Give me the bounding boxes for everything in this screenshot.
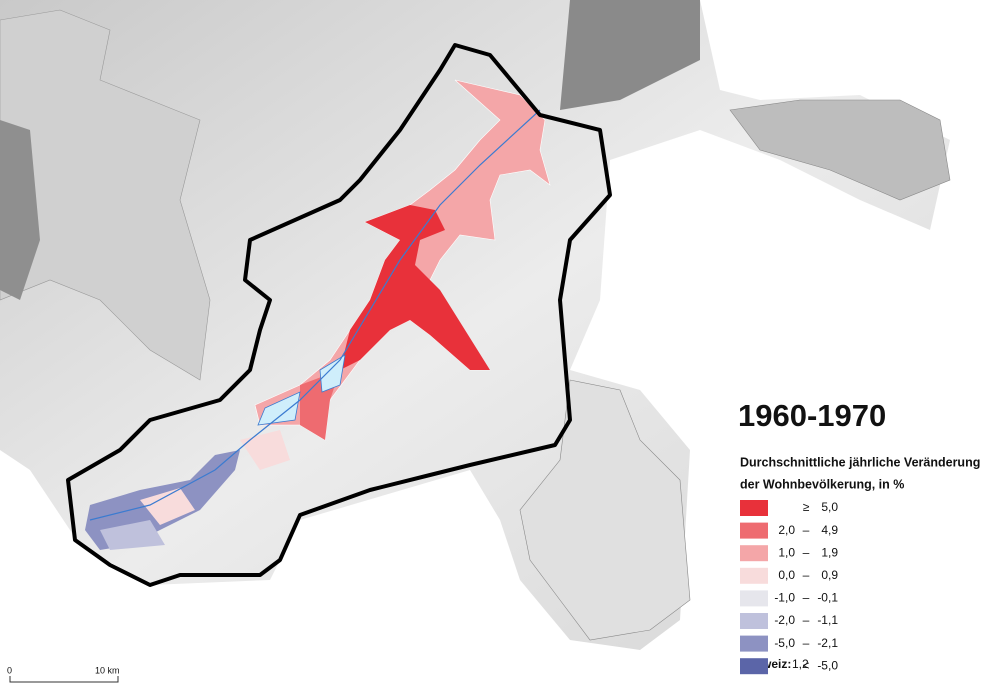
legend-dash: – — [803, 545, 810, 559]
region — [240, 430, 290, 470]
scale-end: 10 km — [95, 665, 120, 675]
region — [100, 520, 165, 550]
legend-title: Durchschnittliche jährliche Veränderung — [740, 455, 980, 469]
legend-dash: – — [803, 523, 810, 537]
scale-start: 0 — [7, 665, 12, 675]
legend-sign: ≥ — [803, 500, 810, 514]
legend-from: -5,0 — [774, 636, 795, 650]
legend-to: 0,9 — [821, 568, 838, 582]
reference-value: 1,2 — [792, 657, 809, 671]
legend-swatch — [740, 635, 768, 652]
legend-from: -1,0 — [774, 591, 795, 605]
neighbour-area — [560, 0, 700, 110]
legend-to: -1,1 — [817, 613, 838, 627]
legend: Durchschnittliche jährliche Veränderung … — [740, 455, 980, 675]
legend-swatch — [740, 613, 768, 629]
map-title: 1960-1970 — [738, 398, 886, 433]
neighbour-area — [729, 99, 951, 201]
legend-value: -5,0 — [817, 658, 838, 672]
legend-to: -0,1 — [817, 591, 838, 605]
legend-swatch — [740, 545, 768, 562]
legend-swatch — [740, 522, 768, 539]
legend-sign: < — [802, 658, 809, 672]
legend-swatch — [740, 500, 768, 516]
legend-dash: – — [803, 568, 810, 582]
legend-from: 1,0 — [778, 545, 795, 559]
legend-dash: – — [803, 636, 810, 650]
legend-from: 0,0 — [778, 568, 795, 582]
legend-to: 1,9 — [821, 545, 838, 559]
neighbour-area — [519, 379, 691, 641]
hillshade — [0, 0, 950, 650]
legend-to: 4,9 — [821, 523, 838, 537]
legend-value: 5,0 — [821, 500, 838, 514]
district-boundary — [66, 43, 612, 587]
scale-line — [9, 676, 119, 683]
legend-swatch — [740, 590, 768, 607]
legend-dash: – — [803, 591, 810, 605]
legend-to: -2,1 — [817, 636, 838, 650]
legend-swatch — [740, 567, 768, 584]
region — [340, 205, 490, 370]
legend-title: der Wohnbevölkerung, in % — [740, 477, 904, 491]
scale-bar: 0 10 km — [7, 665, 120, 683]
neighbour-area — [0, 9, 211, 381]
legend-swatch — [740, 658, 768, 675]
lake — [257, 354, 346, 426]
neighbour-area — [0, 120, 40, 300]
river — [89, 109, 541, 521]
legend-from: 2,0 — [778, 523, 795, 537]
region — [140, 488, 195, 525]
legend-dash: – — [803, 613, 810, 627]
legend-from: -2,0 — [774, 613, 795, 627]
